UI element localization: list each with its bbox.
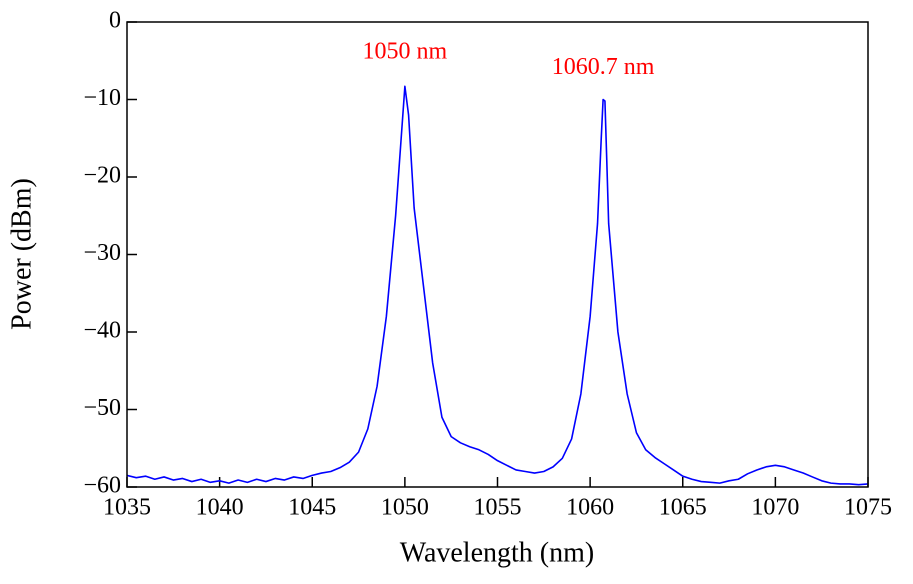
y-tick-label: −60: [83, 473, 121, 499]
x-axis-label: Wavelength (nm): [400, 537, 594, 568]
y-tick-label: −30: [83, 240, 121, 266]
x-tick-label: 1060: [566, 495, 614, 521]
plot-frame: [126, 21, 869, 488]
x-tick-label: 1070: [751, 495, 799, 521]
x-tick-label: 1035: [103, 495, 151, 521]
y-tick-label: −50: [83, 395, 121, 421]
y-tick-label: −40: [83, 318, 121, 344]
y-tick-label: −10: [83, 85, 121, 111]
x-tick-label: 1065: [659, 495, 707, 521]
x-tick-label: 1050: [381, 495, 429, 521]
peak-annotation: 1050 nm: [363, 39, 448, 65]
x-tick-label: 1045: [288, 495, 336, 521]
peak-annotation: 1060.7 nm: [552, 54, 655, 80]
x-tick-label: 1075: [844, 495, 892, 521]
y-tick-label: −20: [83, 163, 121, 189]
x-tick-label: 1040: [196, 495, 244, 521]
x-tick-label: 1055: [474, 495, 522, 521]
spectrum-line: [126, 85, 869, 486]
y-tick-label: 0: [109, 8, 121, 34]
y-axis-label: Power (dBm): [6, 178, 37, 330]
